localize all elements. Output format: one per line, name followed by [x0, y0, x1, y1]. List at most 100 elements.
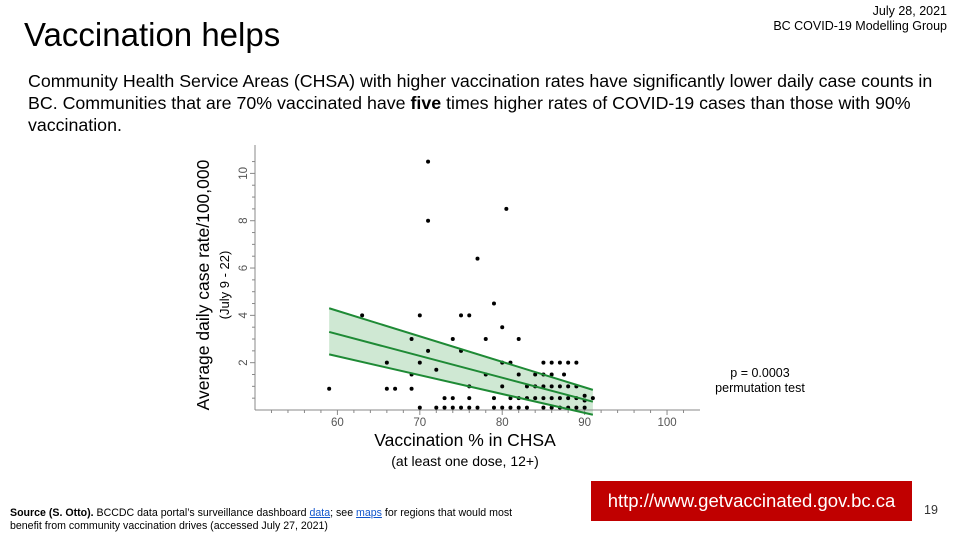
data-point	[426, 159, 431, 164]
data-point	[434, 405, 439, 410]
data-point	[475, 405, 480, 410]
data-point	[417, 405, 422, 410]
data-point	[426, 218, 431, 223]
data-point	[549, 360, 554, 365]
y-tick-label: 2	[238, 359, 250, 365]
data-point	[500, 325, 505, 330]
data-point	[491, 396, 496, 401]
page-title: Vaccination helps	[24, 16, 281, 53]
data-point	[516, 372, 521, 377]
data-point	[516, 405, 521, 410]
data-point	[491, 301, 496, 306]
data-point	[566, 384, 571, 389]
data-point	[500, 405, 505, 410]
source-text-1: BCCDC data portal’s surveillance dashboa…	[93, 507, 310, 519]
source-note: Source (S. Otto). BCCDC data portal’s su…	[10, 507, 530, 533]
x-tick-label: 60	[331, 417, 344, 429]
data-point	[360, 313, 365, 318]
upper-confidence-line	[328, 307, 594, 391]
data-point	[557, 396, 562, 401]
data-point	[417, 313, 422, 318]
header-meta: July 28, 2021 BC COVID-19 Modelling Grou…	[773, 4, 947, 34]
data-point	[467, 405, 472, 410]
y-axis-sublabel: (July 9 - 22)	[217, 251, 232, 320]
source-text-2: ; see	[330, 507, 357, 519]
vaccination-url-link[interactable]: http://www.getvaccinated.gov.bc.ca	[591, 481, 912, 521]
data-point	[516, 337, 521, 342]
intro-bold: five	[410, 93, 442, 113]
x-tick-label: 100	[657, 417, 676, 429]
data-point	[500, 384, 505, 389]
data-point	[475, 256, 480, 261]
y-axis-label: Average daily case rate/100,000	[193, 159, 213, 410]
data-point	[541, 360, 546, 365]
source-label: Source (S. Otto).	[10, 507, 94, 519]
data-point	[533, 396, 538, 401]
data-point	[557, 360, 562, 365]
data-point	[442, 405, 447, 410]
report-date: July 28, 2021	[872, 4, 947, 18]
data-point	[409, 386, 414, 391]
data-point	[426, 348, 431, 353]
y-tick-label: 8	[238, 218, 250, 224]
x-tick-label: 80	[496, 417, 509, 429]
data-point	[582, 393, 587, 398]
regression-line	[328, 330, 594, 403]
report-group: BC COVID-19 Modelling Group	[773, 19, 947, 33]
data-point	[562, 372, 567, 377]
data-point	[384, 360, 389, 365]
x-axis-sublabel: (at least one dose, 12+)	[391, 453, 539, 469]
data-point	[574, 405, 579, 410]
data-point	[508, 396, 513, 401]
data-point	[459, 405, 464, 410]
data-point	[574, 360, 579, 365]
data-point	[549, 384, 554, 389]
y-tick-label: 10	[238, 167, 250, 180]
data-point	[327, 386, 332, 391]
p-value-annotation: p = 0.0003	[730, 366, 789, 380]
lower-confidence-line	[328, 353, 594, 416]
data-point	[450, 337, 455, 342]
data-point	[549, 405, 554, 410]
x-axis-label: Vaccination % in CHSA	[374, 430, 556, 450]
data-point	[590, 396, 595, 401]
data-point	[434, 367, 439, 372]
intro-paragraph: Community Health Service Areas (CHSA) wi…	[28, 70, 938, 136]
data-point	[541, 396, 546, 401]
data-point	[409, 337, 414, 342]
data-point	[393, 386, 398, 391]
data-link[interactable]: data	[309, 507, 331, 519]
data-point	[459, 313, 464, 318]
data-point	[533, 372, 538, 377]
x-tick-label: 90	[578, 417, 591, 429]
page-number: 19	[924, 503, 938, 517]
data-point	[508, 405, 513, 410]
data-point	[417, 360, 422, 365]
data-point	[467, 396, 472, 401]
data-point	[483, 337, 488, 342]
data-point	[549, 372, 554, 377]
intro-part1: Community Health Service Areas (CHSA) wi…	[28, 71, 933, 113]
data-point	[384, 386, 389, 391]
data-point	[524, 405, 529, 410]
intro-part2: times higher rates of COVID-19 cases tha…	[28, 93, 911, 135]
data-point	[582, 405, 587, 410]
data-point	[566, 360, 571, 365]
data-point	[541, 405, 546, 410]
x-tick-label: 70	[413, 417, 426, 429]
data-point	[442, 396, 447, 401]
data-point	[566, 396, 571, 401]
maps-link[interactable]: maps	[356, 507, 382, 519]
data-point	[549, 396, 554, 401]
y-tick-label: 4	[238, 312, 250, 319]
data-point	[450, 396, 455, 401]
data-point	[557, 384, 562, 389]
data-point	[467, 313, 472, 318]
y-tick-label: 6	[238, 265, 250, 271]
source-text-3: for regions that would most benefit from…	[10, 507, 513, 532]
permutation-test-annotation: permutation test	[715, 381, 805, 395]
data-point	[504, 206, 509, 211]
data-point	[450, 405, 455, 410]
data-point	[491, 405, 496, 410]
